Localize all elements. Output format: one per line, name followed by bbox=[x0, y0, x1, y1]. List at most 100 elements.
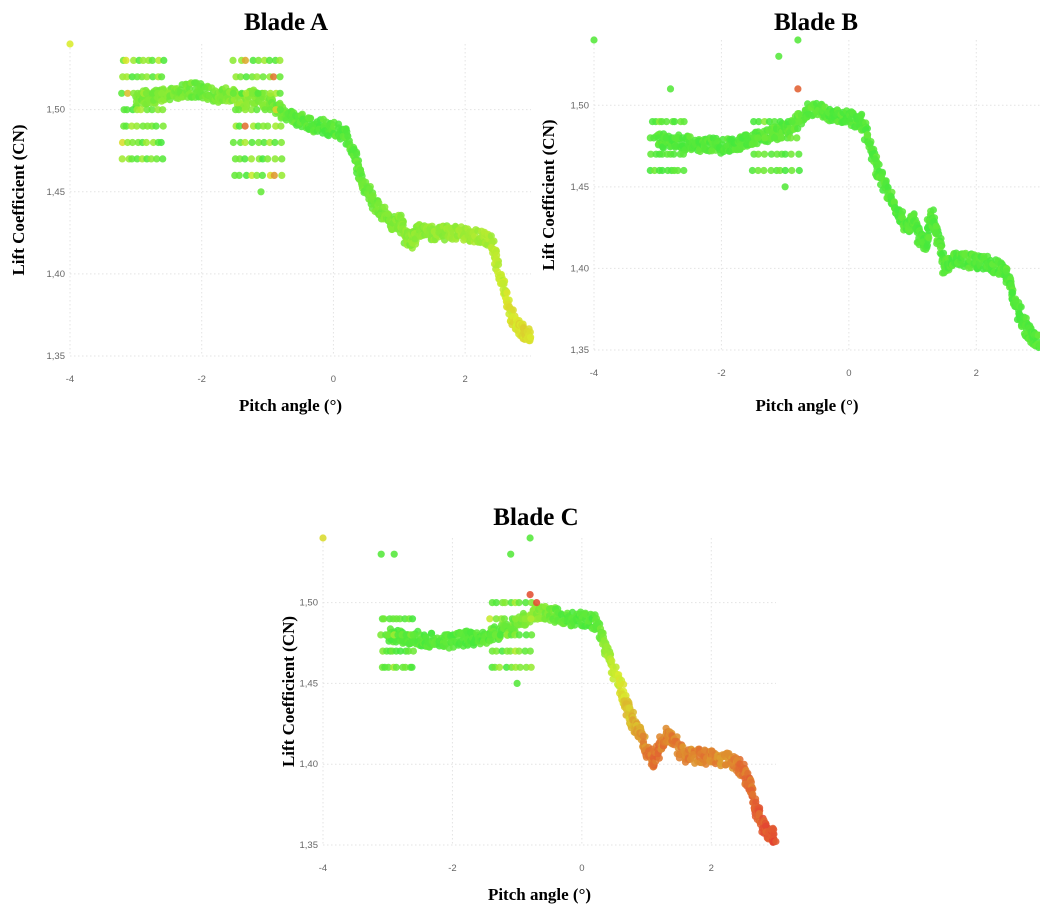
scatter-point bbox=[527, 599, 536, 607]
scatter-point bbox=[750, 118, 758, 126]
scatter-point bbox=[241, 122, 249, 130]
scatter-point bbox=[494, 261, 503, 269]
scatter-point bbox=[674, 166, 682, 175]
scatter-point bbox=[142, 89, 150, 97]
scatter-point bbox=[490, 237, 498, 245]
scatter-point bbox=[1036, 342, 1040, 350]
scatter-point bbox=[662, 118, 671, 126]
scatter-point bbox=[236, 73, 245, 81]
scatter-point bbox=[264, 155, 272, 163]
scatter-point bbox=[260, 138, 268, 147]
scatter-point bbox=[242, 73, 250, 81]
scatter-point bbox=[776, 118, 784, 126]
scatter-point bbox=[500, 280, 508, 288]
scatter-point bbox=[396, 615, 404, 623]
scatter-point bbox=[509, 306, 517, 314]
scatter-point bbox=[149, 73, 157, 81]
scatter-point bbox=[128, 122, 136, 130]
scatter-point bbox=[255, 138, 263, 147]
scatter-point bbox=[778, 134, 786, 142]
scatter-point bbox=[502, 663, 511, 671]
scatter-point bbox=[148, 56, 156, 64]
scatter-point bbox=[261, 89, 269, 97]
scatter-point bbox=[526, 328, 534, 336]
scatter-point bbox=[887, 192, 895, 200]
x-tick-label: -2 bbox=[448, 863, 456, 874]
scatter-point bbox=[319, 534, 327, 542]
scatter-point bbox=[527, 615, 535, 623]
y-tick-label: 1,35 bbox=[300, 840, 319, 851]
scatter-point bbox=[793, 134, 801, 142]
scatter-point bbox=[639, 732, 647, 740]
scatter-point bbox=[276, 106, 284, 114]
scatter-point bbox=[761, 134, 769, 142]
x-tick-label: -4 bbox=[319, 863, 327, 874]
scatter-point bbox=[932, 229, 940, 237]
scatter-point bbox=[590, 36, 598, 44]
scatter-point bbox=[408, 663, 416, 671]
scatter-point bbox=[503, 289, 511, 297]
scatter-point bbox=[679, 134, 687, 142]
scatter-point bbox=[776, 166, 784, 175]
scatter-point bbox=[781, 150, 789, 158]
blade-a-chart: 1,35 1,40 1,45 1,50 -4 -2 0 2 Blade A Pitch angle… bbox=[0, 0, 540, 420]
scatter-point bbox=[249, 56, 257, 64]
scatter-point bbox=[875, 160, 883, 169]
scatter-point bbox=[392, 663, 400, 671]
y-axis-title: Lift Coefficient (CN) bbox=[279, 616, 298, 767]
scatter-point bbox=[271, 138, 279, 147]
scatter-point bbox=[533, 599, 541, 607]
scatter-point bbox=[128, 73, 136, 81]
chart-title: Blade C bbox=[493, 504, 578, 531]
scatter-point bbox=[270, 171, 278, 179]
scatter-point bbox=[467, 628, 475, 636]
scatter-point bbox=[241, 138, 249, 147]
scatter-point bbox=[787, 150, 795, 158]
scatter-point bbox=[229, 89, 237, 97]
x-axis-title: Pitch angle (°) bbox=[755, 396, 858, 415]
scatter-point bbox=[118, 89, 126, 97]
scatter-point bbox=[1017, 303, 1025, 311]
scatter-point bbox=[528, 631, 536, 639]
scatter-point bbox=[781, 183, 789, 191]
scatter-point bbox=[159, 106, 167, 114]
scatter-point bbox=[118, 138, 127, 147]
scatter-point bbox=[658, 150, 666, 158]
scatter-point bbox=[929, 206, 937, 214]
scatter-point bbox=[409, 631, 417, 639]
scatter-point bbox=[241, 56, 249, 64]
scatter-point bbox=[671, 118, 679, 126]
scatter-point bbox=[253, 106, 261, 114]
scatter-point bbox=[507, 550, 515, 558]
scatter-point bbox=[401, 663, 409, 671]
scatter-point bbox=[265, 56, 274, 64]
scatter-point bbox=[235, 171, 243, 179]
scatter-point bbox=[409, 647, 417, 655]
scatter-point bbox=[118, 155, 126, 163]
y-tick-label: 1,50 bbox=[47, 105, 66, 116]
scatter-point bbox=[276, 89, 284, 97]
scatter-point bbox=[278, 171, 286, 179]
x-tick-label: 2 bbox=[709, 863, 714, 874]
scatter-point bbox=[939, 249, 948, 257]
scatter-point bbox=[775, 52, 783, 60]
scatter-point bbox=[795, 118, 803, 126]
scatter-point bbox=[153, 155, 161, 163]
scatter-point bbox=[527, 333, 535, 341]
x-tick-label: 0 bbox=[331, 374, 336, 385]
scatter-point bbox=[143, 73, 151, 81]
y-axis-title: Lift Coefficient (CN) bbox=[539, 119, 558, 270]
scatter-point bbox=[248, 171, 256, 179]
scatter-point bbox=[788, 166, 796, 175]
scatter-point bbox=[1009, 289, 1017, 297]
scatter-point bbox=[506, 647, 514, 655]
scatter-point bbox=[254, 122, 262, 130]
scatter-point bbox=[932, 222, 940, 230]
scatter-point bbox=[396, 647, 404, 655]
scatter-point bbox=[241, 155, 249, 163]
scatter-point bbox=[516, 663, 524, 671]
scatter-point bbox=[521, 615, 529, 623]
scatter-point bbox=[235, 106, 243, 114]
scatter-point bbox=[123, 106, 131, 114]
y-tick-label: 1,50 bbox=[571, 100, 590, 111]
